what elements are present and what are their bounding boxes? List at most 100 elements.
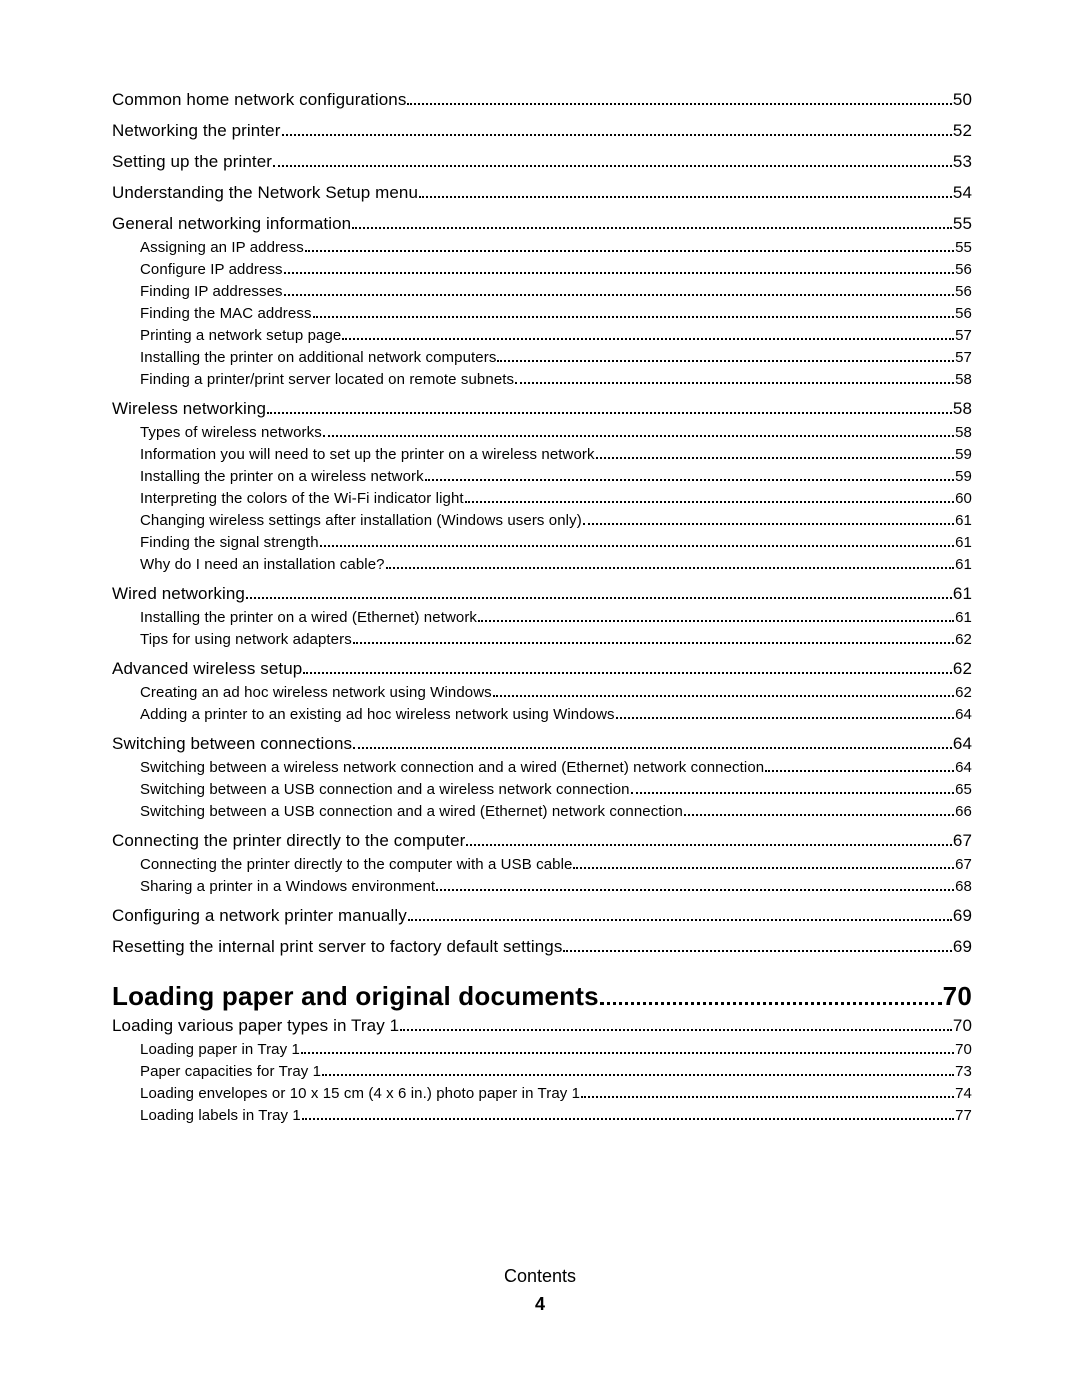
toc-leader-dots xyxy=(465,497,954,503)
toc-entry-page: 58 xyxy=(955,424,972,441)
toc-entry[interactable]: General networking information 55 xyxy=(112,214,972,234)
toc-entry[interactable]: Finding IP addresses 56 xyxy=(140,283,972,300)
toc-entry-page: 64 xyxy=(955,759,972,776)
toc-entry[interactable]: Installing the printer on additional net… xyxy=(140,349,972,366)
toc-entry[interactable]: Connecting the printer directly to the c… xyxy=(112,831,972,851)
toc-leader-dots xyxy=(320,541,954,547)
toc-leader-dots xyxy=(600,995,942,1005)
toc-entry-page: 69 xyxy=(953,937,972,957)
toc-leader-dots xyxy=(425,475,954,481)
toc-entry[interactable]: Switching between a USB connection and a… xyxy=(140,803,972,820)
toc-entry[interactable]: Common home network configurations 50 xyxy=(112,90,972,110)
toc-entry-page: 56 xyxy=(955,261,972,278)
toc-entry-label: Switching between a wireless network con… xyxy=(140,759,764,776)
toc-entry[interactable]: Switching between connections 64 xyxy=(112,734,972,754)
toc-entry[interactable]: Installing the printer on a wireless net… xyxy=(140,468,972,485)
toc-entry-page: 57 xyxy=(955,349,972,366)
toc-entry[interactable]: Sharing a printer in a Windows environme… xyxy=(140,878,972,895)
toc-entry-page: 66 xyxy=(955,803,972,820)
toc-entry[interactable]: Adding a printer to an existing ad hoc w… xyxy=(140,706,972,723)
toc-entry-page: 58 xyxy=(955,371,972,388)
toc-leader-dots xyxy=(301,1048,954,1054)
toc-entry[interactable]: Understanding the Network Setup menu 54 xyxy=(112,183,972,203)
toc-entry-label: Creating an ad hoc wireless network usin… xyxy=(140,684,492,701)
toc-entry-page: 61 xyxy=(955,609,972,626)
toc-entry-page: 67 xyxy=(955,856,972,873)
toc-entry-page: 64 xyxy=(953,734,972,754)
toc-entry-label: Networking the printer xyxy=(112,121,281,141)
toc-entry-page: 68 xyxy=(955,878,972,895)
toc-leader-dots xyxy=(478,616,954,622)
toc-entry-label: Why do I need an installation cable? xyxy=(140,556,385,573)
toc-entry[interactable]: Paper capacities for Tray 1 73 xyxy=(140,1063,972,1080)
toc-chapter-heading[interactable]: Loading paper and original documents 70 xyxy=(112,981,972,1012)
toc-entry[interactable]: Installing the printer on a wired (Ether… xyxy=(140,609,972,626)
toc-entry[interactable]: Loading envelopes or 10 x 15 cm (4 x 6 i… xyxy=(140,1085,972,1102)
toc-entry-page: 62 xyxy=(955,631,972,648)
toc-leader-dots xyxy=(583,519,954,525)
toc-entry[interactable]: Connecting the printer directly to the c… xyxy=(140,856,972,873)
toc-entry-label: Installing the printer on additional net… xyxy=(140,349,496,366)
toc-entry[interactable]: Finding a printer/print server located o… xyxy=(140,371,972,388)
toc-entry-page: 52 xyxy=(953,121,972,141)
toc-leader-dots xyxy=(273,160,952,167)
toc-entry[interactable]: Creating an ad hoc wireless network usin… xyxy=(140,684,972,701)
toc-entry[interactable]: Advanced wireless setup 62 xyxy=(112,659,972,679)
toc-entry[interactable]: Tips for using network adapters 62 xyxy=(140,631,972,648)
toc-entry[interactable]: Resetting the internal print server to f… xyxy=(112,937,972,957)
toc-entry-label: Loading various paper types in Tray 1 xyxy=(112,1016,399,1036)
toc-entry[interactable]: Wired networking 61 xyxy=(112,584,972,604)
toc-leader-dots xyxy=(493,691,954,697)
toc-entry[interactable]: Finding the signal strength 61 xyxy=(140,534,972,551)
toc-entry[interactable]: Networking the printer 52 xyxy=(112,121,972,141)
toc-entry-label: Information you will need to set up the … xyxy=(140,446,595,463)
toc-entry-label: Types of wireless networks xyxy=(140,424,322,441)
toc-entry[interactable]: Loading labels in Tray 1 77 xyxy=(140,1107,972,1124)
toc-entry[interactable]: Setting up the printer 53 xyxy=(112,152,972,172)
toc-entry-label: Tips for using network adapters xyxy=(140,631,352,648)
toc-leader-dots xyxy=(515,378,954,384)
toc-entry-label: Configure IP address xyxy=(140,261,283,278)
toc-leader-dots xyxy=(765,766,954,772)
toc-entry-page: 74 xyxy=(955,1085,972,1102)
toc-entry[interactable]: Assigning an IP address 55 xyxy=(140,239,972,256)
toc-entry[interactable]: Information you will need to set up the … xyxy=(140,446,972,463)
toc-page: Common home network configurations 50 Net… xyxy=(0,0,1080,1397)
toc-leader-dots xyxy=(419,191,952,198)
toc-entry[interactable]: Switching between a wireless network con… xyxy=(140,759,972,776)
toc-entry-page: 61 xyxy=(955,512,972,529)
toc-leader-dots xyxy=(436,885,954,891)
toc-leader-dots xyxy=(408,914,952,921)
toc-entry-page: 69 xyxy=(953,906,972,926)
toc-leader-dots xyxy=(353,638,954,644)
toc-entry-label: Changing wireless settings after install… xyxy=(140,512,582,529)
toc-entry[interactable]: Configure IP address 56 xyxy=(140,261,972,278)
toc-entry[interactable]: Interpreting the colors of the Wi-Fi ind… xyxy=(140,490,972,507)
footer-page-number: 4 xyxy=(0,1294,1080,1315)
toc-entry[interactable]: Changing wireless settings after install… xyxy=(140,512,972,529)
toc-entry-label: Finding a printer/print server located o… xyxy=(140,371,514,388)
toc-entry[interactable]: Switching between a USB connection and a… xyxy=(140,781,972,798)
toc-entry-page: 55 xyxy=(955,239,972,256)
toc-leader-dots xyxy=(596,453,954,459)
toc-leader-dots xyxy=(323,431,954,437)
toc-entry[interactable]: Printing a network setup page 57 xyxy=(140,327,972,344)
toc-entry-label: Interpreting the colors of the Wi-Fi ind… xyxy=(140,490,464,507)
toc-entry-label: Finding the MAC address xyxy=(140,305,312,322)
toc-entry[interactable]: Loading various paper types in Tray 1 70 xyxy=(112,1016,972,1036)
toc-entry[interactable]: Why do I need an installation cable? 61 xyxy=(140,556,972,573)
toc-entry-page: 50 xyxy=(953,90,972,110)
toc-entry-page: 65 xyxy=(955,781,972,798)
toc-entry-page: 73 xyxy=(955,1063,972,1080)
toc-entry[interactable]: Wireless networking 58 xyxy=(112,399,972,419)
toc-entry[interactable]: Finding the MAC address 56 xyxy=(140,305,972,322)
toc-entry[interactable]: Types of wireless networks 58 xyxy=(140,424,972,441)
toc-entry[interactable]: Loading paper in Tray 1 70 xyxy=(140,1041,972,1058)
toc-leader-dots xyxy=(353,742,952,749)
toc-entry-label: Loading labels in Tray 1 xyxy=(140,1107,301,1124)
toc-entry[interactable]: Configuring a network printer manually 6… xyxy=(112,906,972,926)
toc-entry-label: Loading paper in Tray 1 xyxy=(140,1041,300,1058)
toc-entry-page: 60 xyxy=(955,490,972,507)
toc-entry-label: Setting up the printer xyxy=(112,152,272,172)
toc-leader-dots xyxy=(313,312,955,318)
